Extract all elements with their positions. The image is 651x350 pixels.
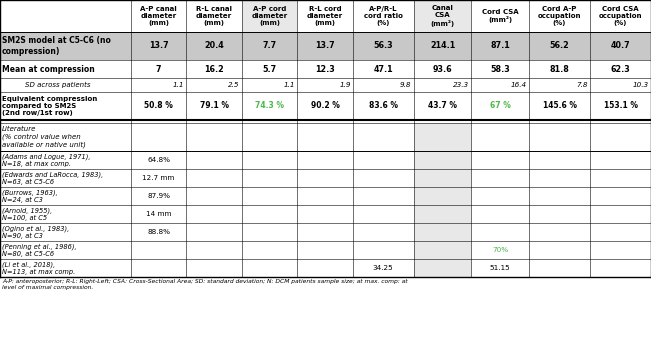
Text: 90.2 %: 90.2 % [311, 102, 339, 111]
Bar [413, 259, 471, 277]
Text: SM2S model at C5-C6 (no
compression): SM2S model at C5-C6 (no compression) [2, 36, 111, 56]
Text: A-P canal
diameter
(mm): A-P canal diameter (mm) [140, 6, 177, 26]
Text: 14 mm: 14 mm [146, 211, 171, 217]
Text: 58.3: 58.3 [490, 64, 510, 74]
Text: (Burrows, 1963),
N=24, at C3: (Burrows, 1963), N=24, at C3 [2, 189, 58, 203]
Text: (Arnold, 1955),
N=100, at C5: (Arnold, 1955), N=100, at C5 [2, 207, 52, 221]
Text: 20.4: 20.4 [204, 42, 224, 50]
Bar [413, 151, 471, 169]
Text: 79.1 %: 79.1 % [200, 102, 229, 111]
Bar [413, 241, 471, 259]
Text: R-L canal
diameter
(mm): R-L canal diameter (mm) [196, 6, 232, 26]
Text: 13.7: 13.7 [149, 42, 169, 50]
Text: 40.7: 40.7 [611, 42, 630, 50]
Text: 12.3: 12.3 [315, 64, 335, 74]
Text: 1.1: 1.1 [173, 82, 184, 88]
Text: A-P/R-L
cord ratio
(%): A-P/R-L cord ratio (%) [364, 6, 402, 26]
Text: 51.15: 51.15 [490, 265, 510, 271]
Bar [413, 223, 471, 241]
Text: 81.8: 81.8 [549, 64, 570, 74]
Text: A-P cord
diameter
(mm): A-P cord diameter (mm) [251, 6, 288, 26]
Text: 1.9: 1.9 [339, 82, 351, 88]
Text: Mean at compression: Mean at compression [2, 64, 95, 74]
Text: 23.3: 23.3 [453, 82, 469, 88]
Text: Equivalent compression
compared to SM2S
(2nd row/1st row): Equivalent compression compared to SM2S … [2, 96, 97, 116]
Text: (Ogino et al., 1983),
N=90, at C3: (Ogino et al., 1983), N=90, at C3 [2, 225, 69, 239]
Text: Canal
CSA
(mm²): Canal CSA (mm²) [430, 5, 454, 27]
Text: 7: 7 [156, 64, 161, 74]
Text: 214.1: 214.1 [430, 42, 455, 50]
Text: 12.7 mm: 12.7 mm [143, 175, 174, 181]
Text: 56.3: 56.3 [374, 42, 393, 50]
Bar [413, 187, 471, 205]
Text: Cord CSA
occupation
(%): Cord CSA occupation (%) [599, 6, 643, 26]
Text: (Edwards and LaRocca, 1983),
N=63, at C5-C6: (Edwards and LaRocca, 1983), N=63, at C5… [2, 171, 104, 185]
Bar [242, 0, 298, 32]
Text: 9.8: 9.8 [400, 82, 411, 88]
Bar [413, 169, 471, 187]
Text: 87.9%: 87.9% [147, 193, 170, 199]
Text: 50.8 %: 50.8 % [144, 102, 173, 111]
Text: 88.8%: 88.8% [147, 229, 170, 235]
Text: Literature
(% control value when
available or native unit): Literature (% control value when availab… [2, 126, 86, 148]
Text: (Penning et al., 1986),
N=80, at C5-C6: (Penning et al., 1986), N=80, at C5-C6 [2, 243, 77, 257]
Text: 74.3 %: 74.3 % [255, 102, 284, 111]
Text: 153.1 %: 153.1 % [603, 102, 637, 111]
Text: 1.1: 1.1 [284, 82, 295, 88]
Text: Cord A-P
occupation
(%): Cord A-P occupation (%) [538, 6, 581, 26]
Bar [413, 123, 471, 151]
Bar [413, 205, 471, 223]
Text: 5.7: 5.7 [262, 64, 277, 74]
Text: 145.6 %: 145.6 % [542, 102, 577, 111]
Text: R-L cord
diameter
(mm): R-L cord diameter (mm) [307, 6, 343, 26]
Text: 34.25: 34.25 [373, 265, 394, 271]
Text: 93.6: 93.6 [433, 64, 452, 74]
Text: 7.8: 7.8 [577, 82, 588, 88]
Text: 62.3: 62.3 [611, 64, 630, 74]
Text: 10.3: 10.3 [633, 82, 649, 88]
Text: Cord CSA
(mm²): Cord CSA (mm²) [482, 9, 518, 23]
Text: (Li et al., 2018),
N=113, at max comp.: (Li et al., 2018), N=113, at max comp. [2, 261, 76, 275]
Text: 7.7: 7.7 [262, 42, 277, 50]
Text: 16.4: 16.4 [511, 82, 527, 88]
Text: 16.2: 16.2 [204, 64, 224, 74]
Bar [413, 0, 471, 32]
Text: SD across patients: SD across patients [25, 82, 90, 88]
Text: 2.5: 2.5 [229, 82, 240, 88]
Text: (Adams and Logue, 1971),
N=18, at max comp.: (Adams and Logue, 1971), N=18, at max co… [2, 153, 90, 167]
Text: 70%: 70% [492, 247, 508, 253]
Text: 13.7: 13.7 [315, 42, 335, 50]
Text: A-P: anteroposterior; R-L: Right-Left; CSA: Cross-Sectional Area; SD: standard d: A-P: anteroposterior; R-L: Right-Left; C… [2, 279, 408, 290]
Text: 47.1: 47.1 [374, 64, 393, 74]
Text: 64.8%: 64.8% [147, 157, 170, 163]
Text: 87.1: 87.1 [490, 42, 510, 50]
Text: 56.2: 56.2 [549, 42, 570, 50]
Text: 43.7 %: 43.7 % [428, 102, 457, 111]
Text: 67 %: 67 % [490, 102, 510, 111]
Bar [0, 32, 651, 60]
Text: 83.6 %: 83.6 % [368, 102, 398, 111]
